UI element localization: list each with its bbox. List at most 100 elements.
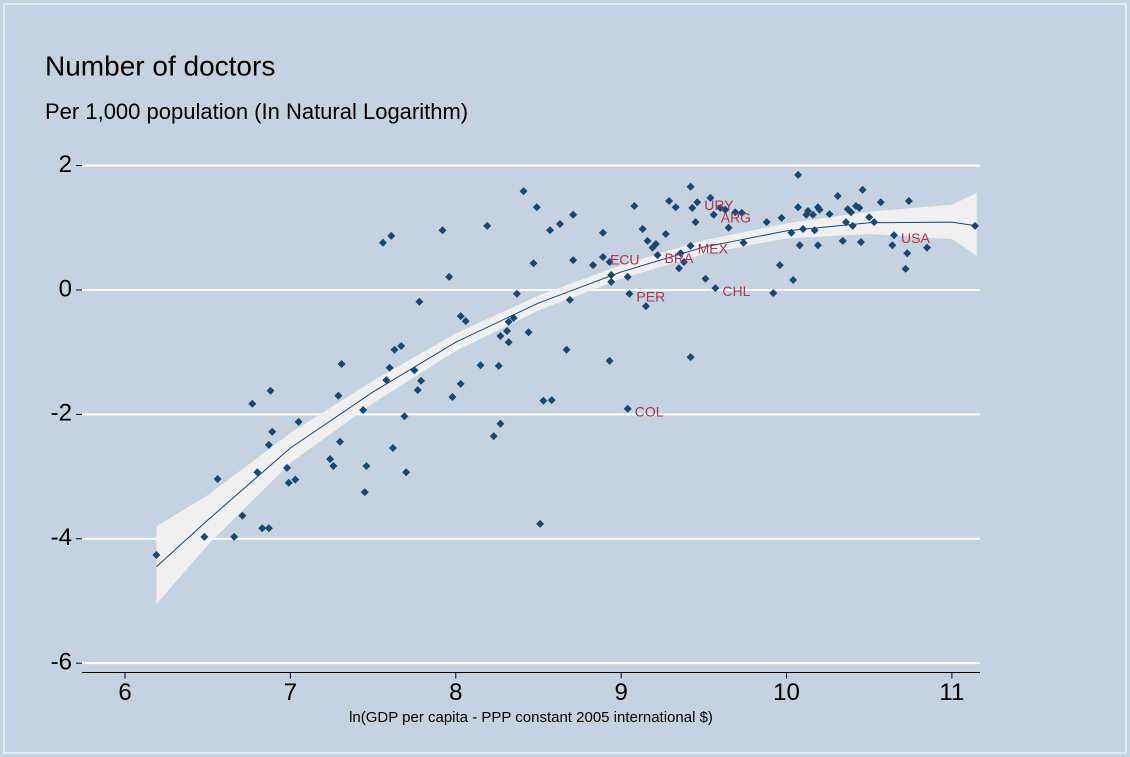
point-annotation: BRA [665, 250, 694, 266]
point [711, 284, 720, 293]
point [653, 251, 662, 260]
point [724, 223, 733, 232]
point [438, 226, 447, 235]
point [402, 468, 411, 477]
point [870, 218, 879, 227]
point [283, 463, 292, 472]
point [691, 218, 700, 227]
point [503, 327, 512, 336]
point [489, 432, 498, 441]
point [504, 317, 513, 326]
point [721, 205, 730, 214]
point [519, 187, 528, 196]
point [264, 440, 273, 449]
point [598, 228, 607, 237]
point [638, 225, 647, 234]
chart-title: Number of doctors [45, 50, 275, 81]
point [641, 302, 650, 311]
point-annotation: USA [901, 230, 930, 246]
point [378, 238, 387, 247]
point [529, 259, 538, 268]
point [693, 198, 702, 207]
point [630, 202, 639, 211]
point [709, 210, 718, 219]
point [546, 226, 555, 235]
point-annotation: MEX [698, 241, 729, 257]
x-tick-label: 7 [284, 679, 297, 706]
point [904, 197, 913, 206]
point [476, 361, 485, 370]
point [238, 511, 247, 520]
point [607, 277, 616, 286]
point [213, 475, 222, 484]
point [789, 276, 798, 285]
point [676, 249, 685, 258]
point [509, 313, 518, 322]
y-tick-label: 2 [59, 151, 72, 178]
point [876, 198, 885, 207]
point [284, 478, 293, 487]
point [456, 379, 465, 388]
y-tick-label: 0 [59, 275, 72, 302]
point [607, 271, 616, 280]
point [794, 170, 803, 179]
point [686, 241, 695, 250]
point [865, 213, 874, 222]
x-tick-label: 6 [118, 679, 131, 706]
point [833, 192, 842, 201]
x-tick-label: 8 [449, 679, 462, 706]
point [888, 241, 897, 250]
point [335, 437, 344, 446]
point [359, 406, 368, 415]
point [562, 345, 571, 354]
point [337, 359, 346, 368]
point [504, 338, 513, 347]
point [536, 519, 545, 528]
point-annotation: PER [636, 288, 665, 304]
point [329, 461, 338, 470]
point [795, 241, 804, 250]
point [532, 203, 541, 212]
point [923, 243, 932, 252]
point [804, 206, 813, 215]
point [706, 193, 715, 202]
point [413, 386, 422, 395]
x-axis-label: ln(GDP per capita - PPP constant 2005 in… [349, 709, 713, 726]
chart-background [3, 3, 1127, 754]
point [856, 238, 865, 247]
point [294, 417, 303, 426]
point [855, 203, 864, 212]
point-annotation: ARG [721, 209, 751, 225]
point [838, 236, 847, 245]
point [152, 550, 161, 559]
point [731, 208, 740, 217]
point [555, 220, 564, 229]
point [794, 203, 803, 212]
point [808, 210, 817, 219]
point [397, 341, 406, 350]
point [547, 396, 556, 405]
point [623, 404, 632, 413]
point [679, 257, 688, 266]
point [496, 419, 505, 428]
point [445, 272, 454, 281]
y-tick-label: -4 [51, 524, 72, 551]
point [456, 312, 465, 321]
point [739, 238, 748, 247]
x-tick-label: 10 [773, 679, 800, 706]
point [417, 376, 426, 385]
y-tick-label: -2 [51, 400, 72, 427]
x-tick-label: 9 [614, 679, 627, 706]
point [360, 488, 369, 497]
point [512, 289, 521, 298]
point [200, 532, 209, 541]
point [385, 363, 394, 372]
chart-subtitle: Per 1,000 population (In Natural Logarit… [45, 99, 468, 124]
point [625, 289, 634, 298]
point-annotation: COL [635, 403, 664, 419]
point [671, 203, 680, 212]
point [266, 386, 275, 395]
point [326, 455, 335, 464]
point [842, 218, 851, 227]
